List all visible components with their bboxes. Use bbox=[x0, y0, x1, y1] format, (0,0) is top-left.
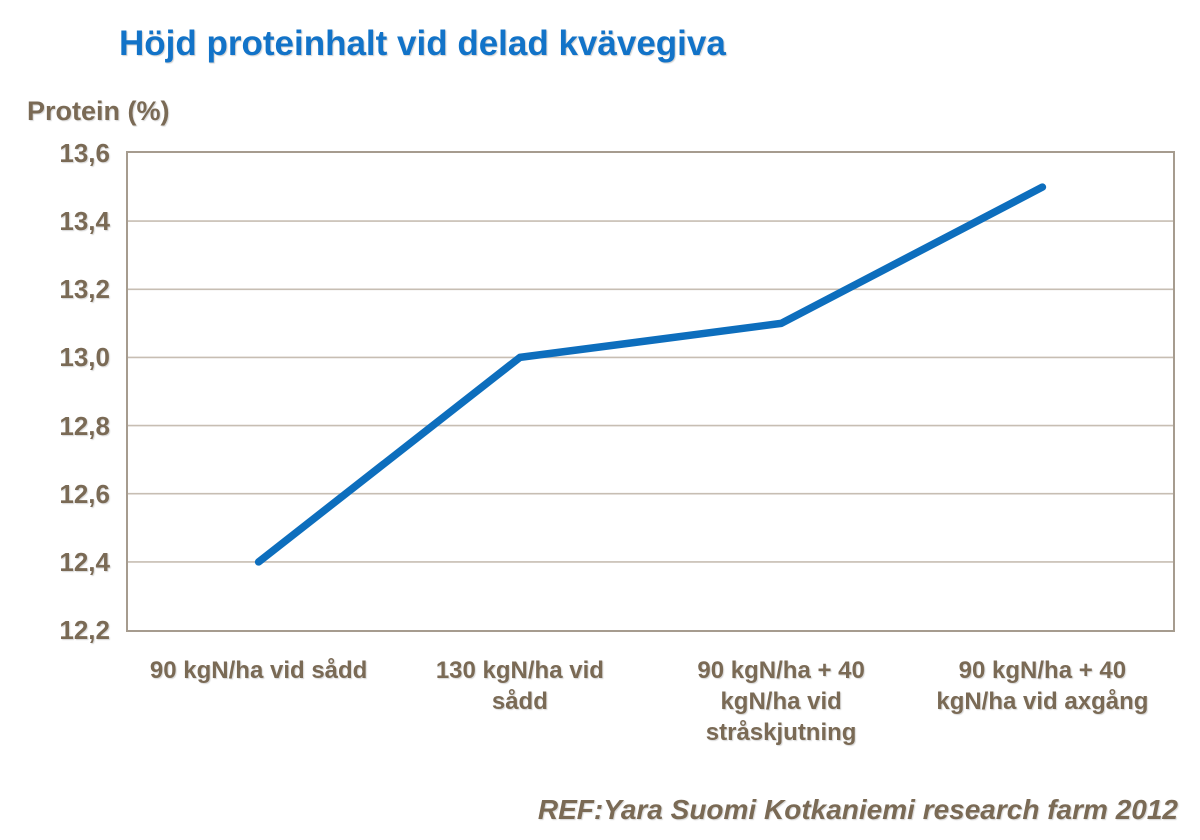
y-tick-label: 13,0 bbox=[59, 342, 110, 373]
reference-text: REF:Yara Suomi Kotkaniemi research farm … bbox=[537, 794, 1178, 825]
x-category-label: 90 kgN/ha vid sådd bbox=[149, 657, 368, 684]
y-tick-label: 12,8 bbox=[59, 410, 110, 441]
protein-line-chart bbox=[128, 183, 1173, 566]
y-tick-label: 13,2 bbox=[59, 274, 110, 305]
y-tick-label: 12,6 bbox=[59, 478, 110, 509]
y-tick-label: 12,4 bbox=[59, 546, 110, 577]
protein-series-line bbox=[254, 183, 1047, 566]
plot-area bbox=[126, 151, 1175, 632]
chart-title: Höjd proteinhalt vid delad kvävegiva bbox=[119, 24, 726, 63]
x-category-label: 90 kgN/ha + 40 kgN/ha vid axgång bbox=[936, 657, 1149, 715]
y-axis-title: Protein (%) bbox=[27, 96, 170, 126]
x-category-label: 130 kgN/ha vid sådd bbox=[435, 657, 604, 715]
x-category-label: 90 kgN/ha + 40 kgN/ha vid stråskjutning bbox=[697, 657, 865, 746]
y-tick-label: 13,6 bbox=[59, 138, 110, 168]
y-tick-label: 12,2 bbox=[59, 615, 110, 645]
y-tick-label: 13,4 bbox=[59, 206, 110, 237]
